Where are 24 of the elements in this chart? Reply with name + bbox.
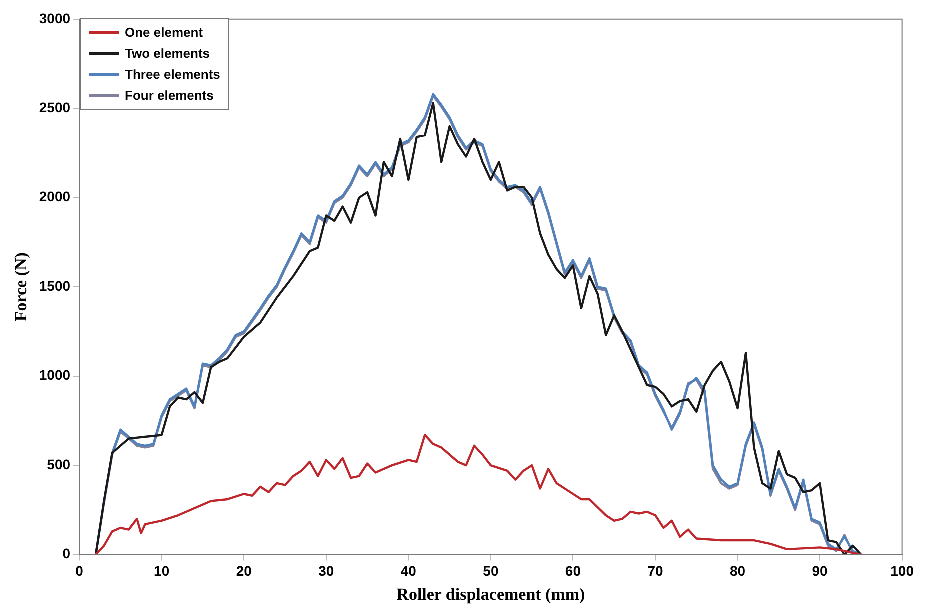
legend-label: One element xyxy=(125,25,204,40)
y-axis-title: Force (N) xyxy=(12,252,31,322)
y-tick-label: 500 xyxy=(47,456,71,472)
legend-label: Three elements xyxy=(125,67,220,82)
x-tick-label: 10 xyxy=(154,563,170,580)
legend-label: Two elements xyxy=(125,46,210,61)
x-tick-label: 80 xyxy=(730,563,746,580)
x-tick-label: 40 xyxy=(400,563,417,580)
y-tick-label: 2000 xyxy=(39,188,71,205)
x-tick-label: 100 xyxy=(890,563,914,580)
y-tick-label: 0 xyxy=(62,546,71,562)
y-tick-label: 2500 xyxy=(39,99,71,116)
x-tick-label: 70 xyxy=(648,563,664,580)
x-tick-label: 50 xyxy=(483,563,499,580)
x-tick-label: 60 xyxy=(565,563,582,580)
legend-label: Four elements xyxy=(125,88,214,103)
x-tick-label: 0 xyxy=(76,563,84,580)
y-tick-label: 1500 xyxy=(39,278,71,294)
y-tick-label: 3000 xyxy=(39,10,71,26)
x-tick-label: 20 xyxy=(236,563,252,580)
x-axis-title: Roller displacement (mm) xyxy=(396,585,586,604)
x-tick-label: 30 xyxy=(318,563,334,580)
x-tick-label: 90 xyxy=(812,563,828,580)
y-tick-label: 1000 xyxy=(39,367,71,384)
